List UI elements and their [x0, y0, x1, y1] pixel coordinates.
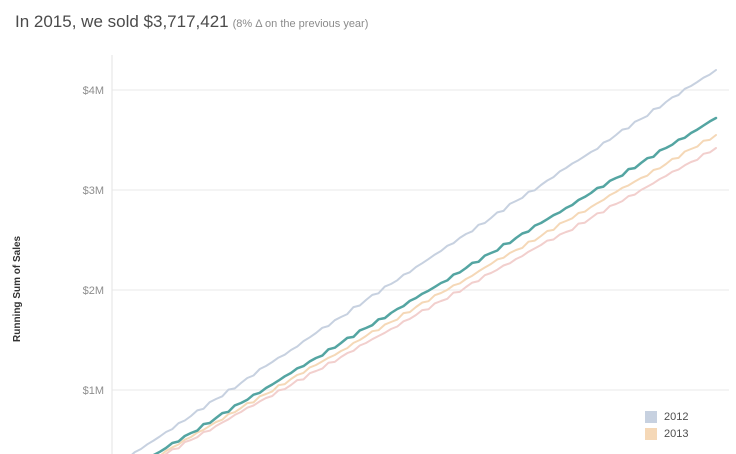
series-line-2013[interactable]: [116, 134, 717, 454]
y-tick-label: $3M: [83, 185, 104, 197]
legend: 2012 2013: [645, 408, 688, 442]
y-tick-label: $1M: [83, 385, 104, 397]
legend-item-2013[interactable]: 2013: [645, 425, 688, 442]
y-tick-label: $4M: [83, 85, 104, 97]
legend-swatch: [645, 427, 657, 440]
legend-item-2012[interactable]: 2012: [645, 408, 688, 425]
chart-subtitle-text: (8% Δ on the previous year): [232, 18, 369, 30]
legend-swatch: [645, 410, 657, 423]
y-tick-label: $2M: [83, 285, 104, 297]
chart-title: In 2015, we sold $3,717,421 (8% Δ on the …: [15, 12, 368, 32]
legend-label: 2012: [664, 410, 689, 423]
series-line-2012[interactable]: [116, 69, 717, 454]
legend-label: 2013: [664, 427, 689, 440]
chart-title-text: In 2015, we sold $3,717,421: [15, 12, 229, 31]
series-line-2015[interactable]: [116, 116, 718, 454]
series-line-2014[interactable]: [116, 147, 717, 454]
